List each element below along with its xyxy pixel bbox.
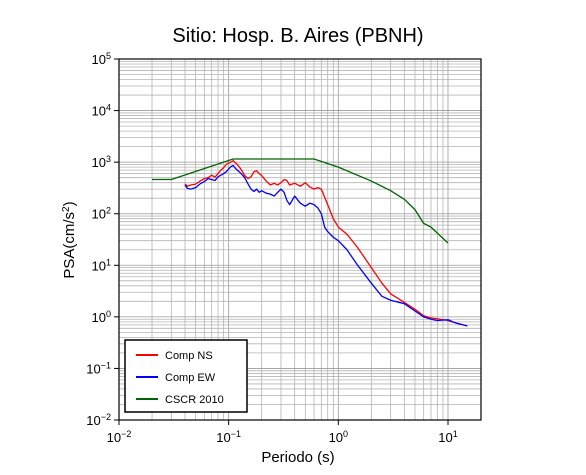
y-tick-labels: 10−2 10−1 100 101 102 103 104 105 <box>86 51 119 428</box>
x-tick-label: 101 <box>438 429 457 445</box>
legend-label: Comp NS <box>165 350 213 362</box>
legend-label: Comp EW <box>165 372 216 384</box>
y-axis-label: PSA(cm/s2) <box>61 201 79 278</box>
grid <box>118 58 482 421</box>
chart-title: Sitio: Hosp. B. Aires (PBNH) <box>172 25 423 47</box>
x-tick-label: 10−2 <box>107 429 132 445</box>
legend-label: CSCR 2010 <box>165 394 224 406</box>
x-tick-label: 100 <box>329 429 348 445</box>
y-tick-label: 103 <box>92 154 111 170</box>
legend: Comp NS Comp EW CSCR 2010 <box>124 339 248 413</box>
x-tick-label: 10−1 <box>216 429 241 445</box>
y-tick-label: 10−2 <box>86 412 111 428</box>
series-line-cscr-2010 <box>152 158 449 244</box>
series-line-comp-ew <box>184 164 468 327</box>
series-layer <box>152 158 468 327</box>
x-tick-labels: 10−2 10−1 100 101 <box>107 420 458 445</box>
series-line-comp-ns <box>184 159 468 327</box>
y-tick-label: 104 <box>92 103 111 119</box>
plot-frame <box>118 58 482 421</box>
y-tick-label: 100 <box>92 309 111 325</box>
y-tick-label: 10−1 <box>86 360 111 376</box>
y-tick-label: 105 <box>92 51 111 67</box>
y-tick-label: 101 <box>92 257 111 273</box>
y-tick-label: 102 <box>92 206 111 222</box>
x-axis-label: Periodo (s) <box>261 449 334 466</box>
